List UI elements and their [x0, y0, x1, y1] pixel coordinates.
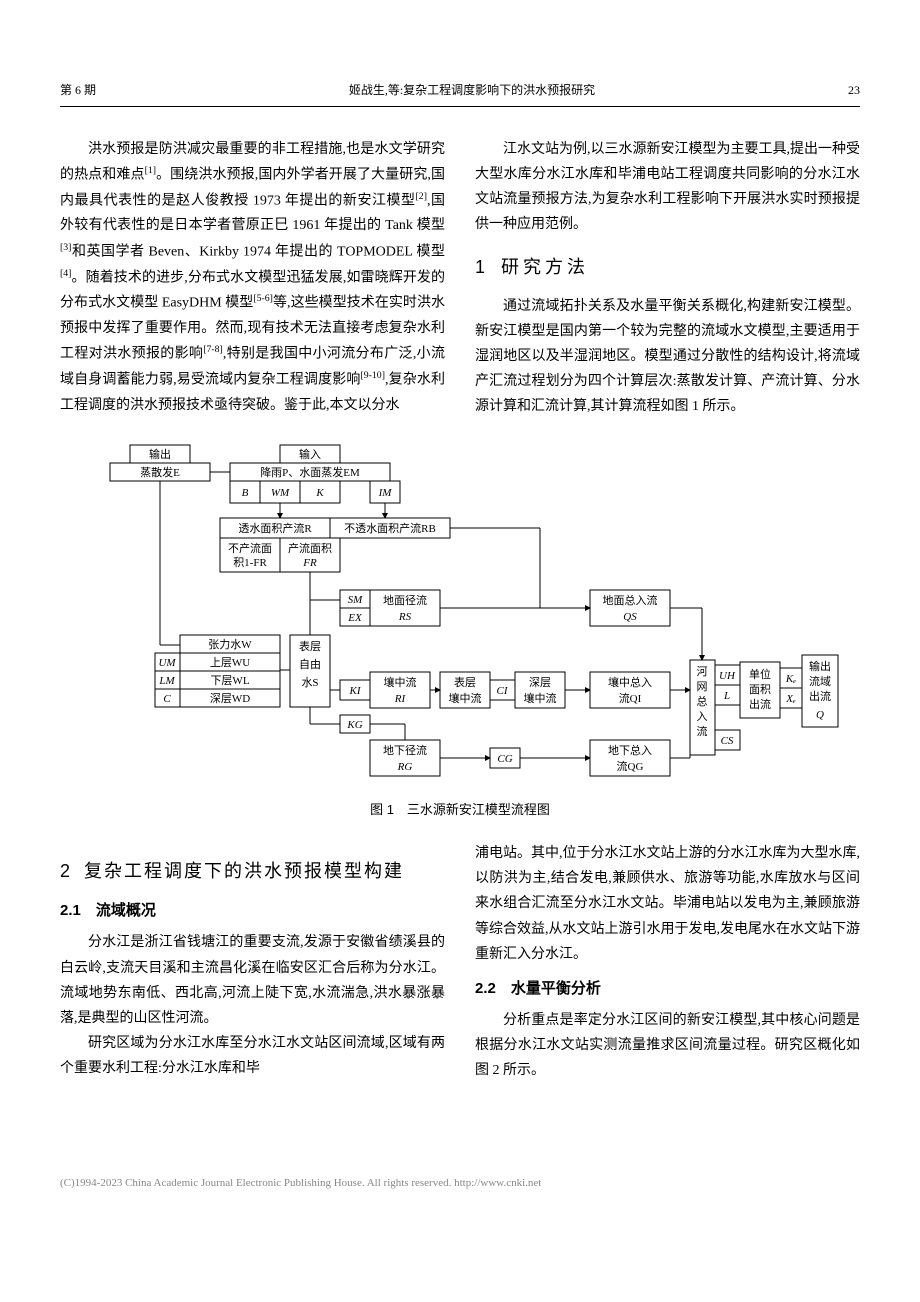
section-2-2-p1: 分析重点是率定分水江区间的新安江模型,其中核心问题是根据分水江水文站实测流量推求… — [475, 1008, 860, 1084]
svg-text:总: 总 — [697, 694, 708, 708]
svg-text:流域: 流域 — [809, 674, 831, 688]
svg-text:输入: 输入 — [299, 447, 321, 461]
section-2-columns: 2复杂工程调度下的洪水预报模型构建 2.1 流域概况 分水江是浙江省钱塘江的重要… — [60, 841, 860, 1084]
section-2-2-heading: 2.2 水量平衡分析 — [475, 975, 860, 1002]
svg-text:河: 河 — [697, 665, 708, 678]
section-2-col-left: 2复杂工程调度下的洪水预报模型构建 2.1 流域概况 分水江是浙江省钱塘江的重要… — [60, 841, 445, 1084]
svg-text:张力水W: 张力水W — [208, 638, 252, 651]
section-2-1-p2: 研究区域为分水江水库至分水江水文站区间流域,区域有两个重要水利工程:分水江水库和… — [60, 1031, 445, 1081]
svg-text:KG: KG — [346, 719, 362, 731]
svg-text:出流: 出流 — [809, 689, 831, 703]
svg-text:积1-FR: 积1-FR — [233, 556, 267, 569]
page-footer: (C)1994-2023 China Academic Journal Elec… — [0, 1164, 920, 1204]
svg-text:SM: SM — [348, 594, 364, 606]
section-2-1-p1: 分水江是浙江省钱塘江的重要支流,发源于安徽省绩溪县的白云岭,支流天目溪和主流昌化… — [60, 930, 445, 1031]
citation-3: [3] — [60, 242, 71, 253]
svg-text:C: C — [163, 693, 171, 705]
intro-continuation: 江水文站为例,以三水源新安江模型为主要工具,提出一种受大型水库分水江水库和毕浦电… — [475, 137, 860, 238]
section-2-1-heading: 2.1 流域概况 — [60, 897, 445, 924]
intro-paragraph: 洪水预报是防洪减灾最重要的非工程措施,也是水文学研究的热点和难点[1]。围绕洪水… — [60, 137, 445, 419]
svg-text:CI: CI — [497, 685, 509, 697]
svg-text:蒸散发E: 蒸散发E — [140, 465, 180, 479]
svg-text:B: B — [242, 487, 249, 499]
svg-text:输出: 输出 — [809, 659, 831, 673]
svg-text:上层WU: 上层WU — [210, 656, 250, 669]
svg-text:L: L — [723, 690, 730, 702]
svg-text:壤中流: 壤中流 — [449, 691, 482, 705]
citation-7-8: [7-8] — [203, 344, 223, 355]
svg-text:深层WD: 深层WD — [210, 692, 250, 705]
svg-text:壤中总入: 壤中总入 — [608, 675, 652, 689]
citation-1: [1] — [145, 165, 156, 176]
citation-5-6: [5-6] — [253, 293, 273, 304]
svg-text:CS: CS — [721, 735, 734, 747]
svg-text:K: K — [315, 487, 324, 499]
citation-4: [4] — [60, 268, 71, 279]
svg-text:地下总入: 地下总入 — [608, 743, 652, 757]
svg-text:Xₑ: Xₑ — [785, 693, 796, 705]
svg-text:流: 流 — [697, 724, 708, 738]
citation-9-10: [9-10] — [360, 370, 384, 381]
svg-text:地面总入流: 地面总入流 — [603, 593, 658, 607]
svg-text:RG: RG — [397, 761, 413, 773]
page-number: 23 — [848, 80, 860, 102]
figure-1-flowchart: 输出 蒸散发E 输入 降雨P、水面蒸发EM B WM K IM 透水面积产流R — [60, 440, 860, 790]
section-2-heading: 2复杂工程调度下的洪水预报模型构建 — [60, 855, 445, 887]
svg-text:Q: Q — [816, 709, 824, 721]
svg-text:水S: 水S — [301, 676, 318, 689]
svg-text:自由: 自由 — [299, 657, 321, 671]
svg-text:QS: QS — [623, 611, 637, 623]
svg-text:透水面积产流R: 透水面积产流R — [238, 521, 312, 535]
svg-text:产流面积: 产流面积 — [288, 541, 332, 555]
svg-text:出流: 出流 — [749, 697, 771, 711]
svg-text:LM: LM — [158, 675, 175, 687]
svg-text:RI: RI — [394, 693, 407, 705]
section-2-col-right: 浦电站。其中,位于分水江水文站上游的分水江水库为大型水库,以防洪为主,结合发电,… — [475, 841, 860, 1084]
intro-col-right: 江水文站为例,以三水源新安江模型为主要工具,提出一种受大型水库分水江水库和毕浦电… — [475, 137, 860, 420]
flowchart-svg: 输出 蒸散发E 输入 降雨P、水面蒸发EM B WM K IM 透水面积产流R — [80, 440, 840, 790]
svg-text:IM: IM — [378, 487, 393, 499]
svg-text:深层: 深层 — [529, 676, 551, 689]
section-1-heading: 1研究方法 — [475, 251, 860, 283]
svg-text:流QG: 流QG — [617, 759, 644, 773]
svg-text:降雨P、水面蒸发EM: 降雨P、水面蒸发EM — [260, 465, 360, 479]
svg-text:不透水面积产流RB: 不透水面积产流RB — [344, 521, 436, 535]
svg-text:UH: UH — [719, 670, 736, 682]
section-1-paragraph: 通过流域拓扑关系及水量平衡关系概化,构建新安江模型。新安江模型是国内第一个较为完… — [475, 294, 860, 420]
svg-text:FR: FR — [302, 557, 317, 569]
svg-text:Kₑ: Kₑ — [785, 673, 796, 685]
svg-text:EX: EX — [347, 612, 363, 624]
issue-number: 第 6 期 — [60, 80, 96, 102]
svg-text:WM: WM — [271, 487, 290, 499]
figure-1-caption: 图 1 三水源新安江模型流程图 — [60, 798, 860, 821]
svg-text:KI: KI — [349, 685, 362, 697]
svg-text:UM: UM — [158, 657, 176, 669]
running-title: 姬战生,等:复杂工程调度影响下的洪水预报研究 — [96, 80, 848, 102]
svg-text:单位: 单位 — [749, 667, 771, 681]
section-2-1-continuation: 浦电站。其中,位于分水江水文站上游的分水江水库为大型水库,以防洪为主,结合发电,… — [475, 841, 860, 967]
svg-text:输出: 输出 — [149, 447, 171, 461]
svg-text:面积: 面积 — [749, 683, 771, 696]
svg-text:壤中流: 壤中流 — [524, 691, 557, 705]
svg-text:RS: RS — [398, 611, 412, 623]
svg-text:地下径流: 地下径流 — [383, 743, 427, 757]
citation-2: [2] — [416, 191, 427, 202]
svg-text:流QI: 流QI — [619, 691, 642, 705]
svg-text:CG: CG — [497, 753, 512, 765]
svg-text:壤中流: 壤中流 — [384, 675, 417, 689]
svg-text:不产流面: 不产流面 — [228, 541, 272, 555]
svg-text:表层: 表层 — [299, 639, 321, 653]
page-header: 第 6 期 姬战生,等:复杂工程调度影响下的洪水预报研究 23 — [60, 80, 860, 107]
svg-text:表层: 表层 — [454, 675, 476, 689]
intro-col-left: 洪水预报是防洪减灾最重要的非工程措施,也是水文学研究的热点和难点[1]。围绕洪水… — [60, 137, 445, 420]
svg-text:地面径流: 地面径流 — [383, 593, 427, 607]
svg-text:下层WL: 下层WL — [210, 674, 249, 687]
svg-text:入: 入 — [697, 711, 708, 723]
svg-text:网: 网 — [697, 681, 708, 693]
intro-columns: 洪水预报是防洪减灾最重要的非工程措施,也是水文学研究的热点和难点[1]。围绕洪水… — [60, 137, 860, 420]
